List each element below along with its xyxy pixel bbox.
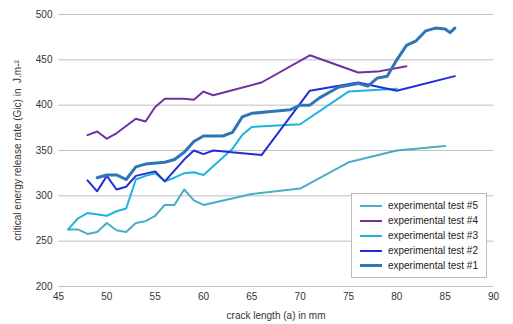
svg-text:500: 500	[36, 9, 53, 20]
html-text:experimental test #1: experimental test #1	[387, 260, 478, 271]
svg-text:80: 80	[391, 291, 403, 302]
svg-text:75: 75	[343, 291, 355, 302]
svg-text:45: 45	[53, 291, 65, 302]
svg-text:50: 50	[101, 291, 113, 302]
svg-text:90: 90	[488, 291, 500, 302]
svg-text:350: 350	[36, 145, 53, 156]
svg-text:300: 300	[36, 190, 53, 201]
html-text:experimental test #4: experimental test #4	[387, 215, 478, 226]
svg-text:450: 450	[36, 54, 53, 65]
html-text:experimental test #3: experimental test #3	[387, 230, 478, 241]
svg-text:60: 60	[198, 291, 210, 302]
svg-text:65: 65	[246, 291, 258, 302]
svg-text:85: 85	[440, 291, 452, 302]
svg-text:200: 200	[36, 281, 53, 292]
svg-text:55: 55	[150, 291, 162, 302]
html-text:experimental test #2: experimental test #2	[387, 245, 478, 256]
svg-text:crack length (a) in mm: crack length (a) in mm	[227, 310, 326, 321]
svg-text:400: 400	[36, 99, 53, 110]
svg-text:70: 70	[295, 291, 307, 302]
svg-text:critical energy release rate (: critical energy release rate (Gic) in J.…	[12, 60, 23, 241]
html-text:experimental test #5: experimental test #5	[387, 200, 478, 211]
svg-text:250: 250	[36, 235, 53, 246]
